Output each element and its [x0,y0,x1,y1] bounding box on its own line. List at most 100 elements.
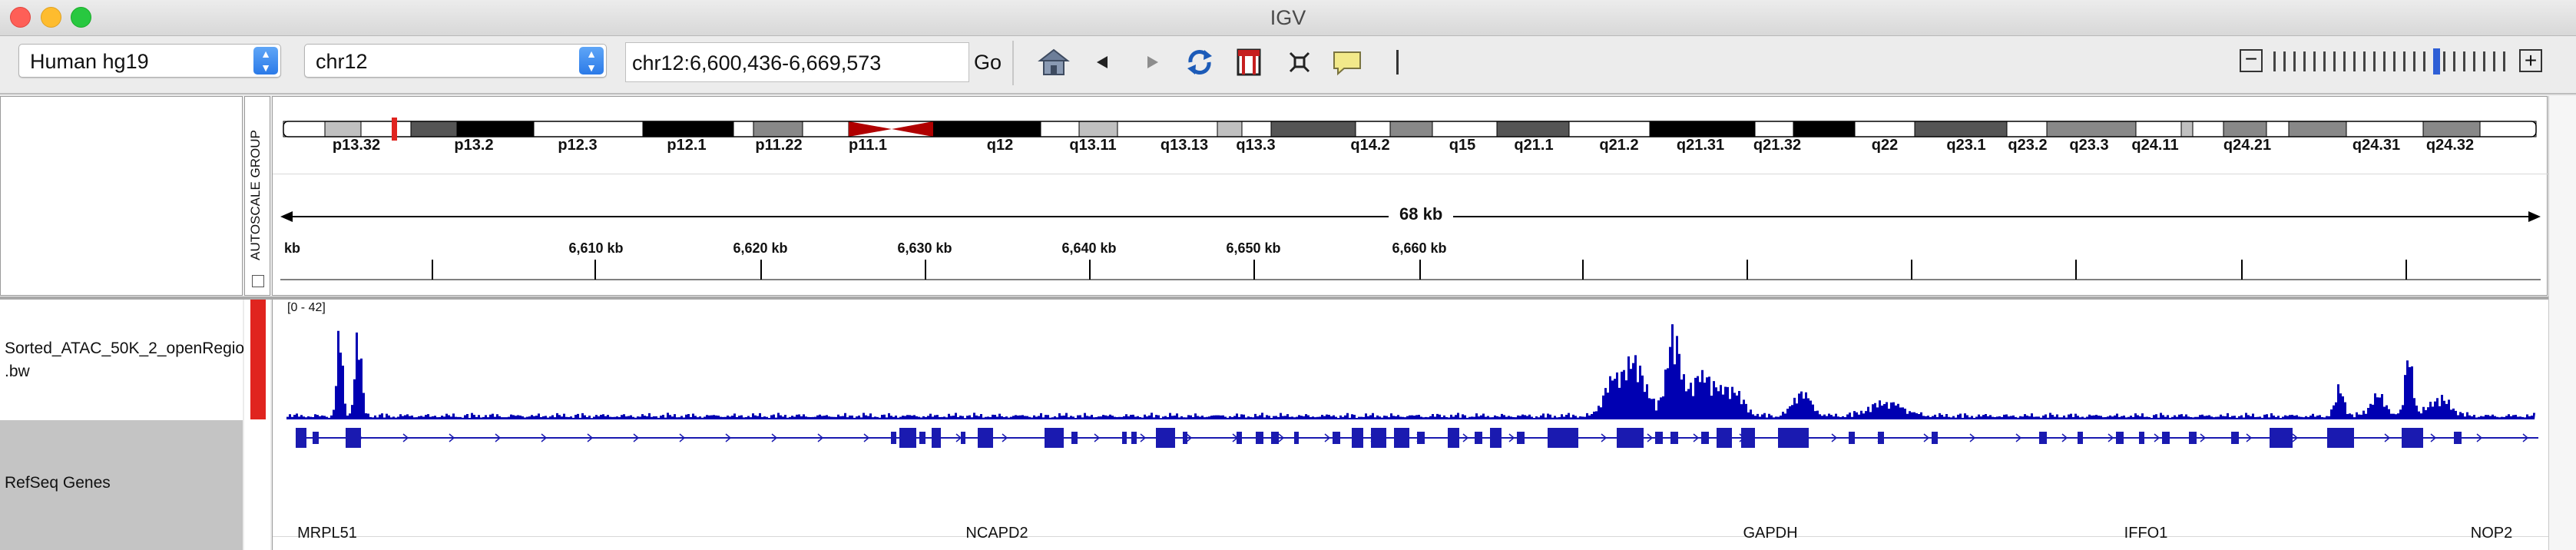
ruler[interactable] [273,97,2548,297]
locus-input[interactable]: chr12:6,600,436-6,669,573 [625,42,969,82]
gene-label[interactable]: MRPL51 [297,525,357,542]
gene-exon [1932,432,1938,444]
signal-track-name[interactable]: Sorted_ATAC_50K_2_openRegio [5,340,245,357]
gene-exon [313,432,319,444]
zoom-tick[interactable] [2323,51,2326,71]
zoom-tick[interactable] [2443,51,2445,71]
refseq-name-row[interactable] [0,420,243,550]
gene-exon [2139,432,2144,444]
zoom-window-button[interactable] [71,7,91,28]
zoom-current-level[interactable] [2433,48,2440,75]
gene-label[interactable]: GAPDH [1743,525,1798,542]
band-label: p12.3 [558,137,598,154]
span-label: 68 kb [1389,204,1454,224]
zoom-tick[interactable] [2343,51,2346,71]
chromosome-select[interactable]: chr12 ▲ ▼ [304,44,607,78]
zoom-tick[interactable] [2483,51,2485,71]
data-panel[interactable] [272,300,2548,550]
gene-label[interactable]: NCAPD2 [965,525,1028,542]
forward-icon[interactable] [1135,45,1169,79]
zoom-tick[interactable] [2273,51,2276,71]
strand-arrow [1094,433,1101,442]
centromere-p [849,121,892,137]
atac-signal-track[interactable] [273,300,2548,422]
zoom-tick[interactable] [2373,51,2376,71]
gene-exon [1517,432,1525,444]
close-window-button[interactable] [10,7,31,28]
zoom-slider[interactable] [2273,48,2519,75]
band-label: q23.1 [1946,137,1986,154]
zoom-tick[interactable] [2503,51,2505,71]
strand-arrow [2154,433,2160,442]
gene-exon [961,432,965,444]
zoom-tick[interactable] [2463,51,2465,71]
minimize-window-button[interactable] [41,7,61,28]
strand-arrow [817,433,824,442]
zoom-tick[interactable] [2473,51,2475,71]
zoom-tick[interactable] [2393,51,2396,71]
home-icon[interactable] [1037,45,1071,79]
zoom-tick[interactable] [2493,51,2495,71]
span-arrow-right [2528,211,2541,222]
gene-exon [1071,432,1078,444]
zoom-tick[interactable] [2413,51,2415,71]
chevron-updown-icon: ▲ ▼ [253,47,278,75]
ruler-line-icon[interactable] [1396,50,1399,75]
gene-exon [1131,432,1137,444]
gene-exon [1655,432,1663,444]
vertical-scrollbar[interactable] [2548,96,2576,550]
band-label: q24.21 [2223,137,2272,154]
attribute-panel [244,300,270,550]
zoom-tick[interactable] [2353,51,2356,71]
strand-arrow [2246,433,2253,442]
zoom-in-button[interactable]: + [2519,49,2542,72]
zoom-out-button[interactable]: − [2240,48,2263,72]
resize-icon[interactable] [1283,45,1316,79]
gene-label[interactable]: NOP2 [2470,525,2513,542]
band-label: q13.3 [1236,137,1276,154]
genome-value: Human hg19 [30,50,149,73]
zoom-tick[interactable] [2403,51,2405,71]
back-icon[interactable] [1086,45,1120,79]
panel-splitter[interactable] [0,297,2548,300]
gene-exon [891,432,896,444]
band-label: q23.2 [2008,137,2048,154]
go-button[interactable]: Go [974,51,1002,74]
zoom-tick[interactable] [2363,51,2366,71]
zoom-tick[interactable] [2303,51,2306,71]
gene-exon [2327,428,2354,448]
centromere-q [892,121,933,137]
gene-exon [1617,428,1644,448]
refseq-track-name[interactable]: RefSeq Genes [5,474,111,492]
gene-exon [1352,428,1363,448]
genome-select[interactable]: Human hg19 ▲ ▼ [18,44,281,78]
refresh-icon[interactable] [1183,45,1217,79]
data-range-label: [0 - 42] [287,301,326,314]
zoom-tick[interactable] [2293,51,2296,71]
zoom-tick[interactable] [2423,51,2425,71]
title-bar: IGV [0,0,2576,36]
strand-arrow [402,433,409,442]
strand-arrow [541,433,548,442]
zoom-tick[interactable] [2313,51,2316,71]
gene-label[interactable]: IFFO1 [2124,525,2168,542]
popup-text-icon[interactable] [1330,45,1364,79]
gene-exon [1741,428,1755,448]
strand-arrow [771,433,778,442]
roi-icon[interactable] [1232,45,1266,79]
attribute-color-cell[interactable] [250,300,266,419]
attribute-checkbox[interactable] [252,275,264,287]
strand-arrow [2430,433,2437,442]
band-label: p12.1 [667,137,707,154]
span-arrow-left [280,211,293,222]
chromosome-ideogram[interactable] [273,97,2548,143]
zoom-tick[interactable] [2453,51,2455,71]
refseq-gene-track[interactable] [273,422,2548,515]
zoom-tick[interactable] [2333,51,2336,71]
current-region-marker [392,118,397,141]
gene-exon [1371,428,1386,448]
zoom-tick[interactable] [2283,51,2286,71]
gene-exon [1271,432,1279,444]
zoom-tick[interactable] [2383,51,2386,71]
gene-exon [1294,432,1299,444]
